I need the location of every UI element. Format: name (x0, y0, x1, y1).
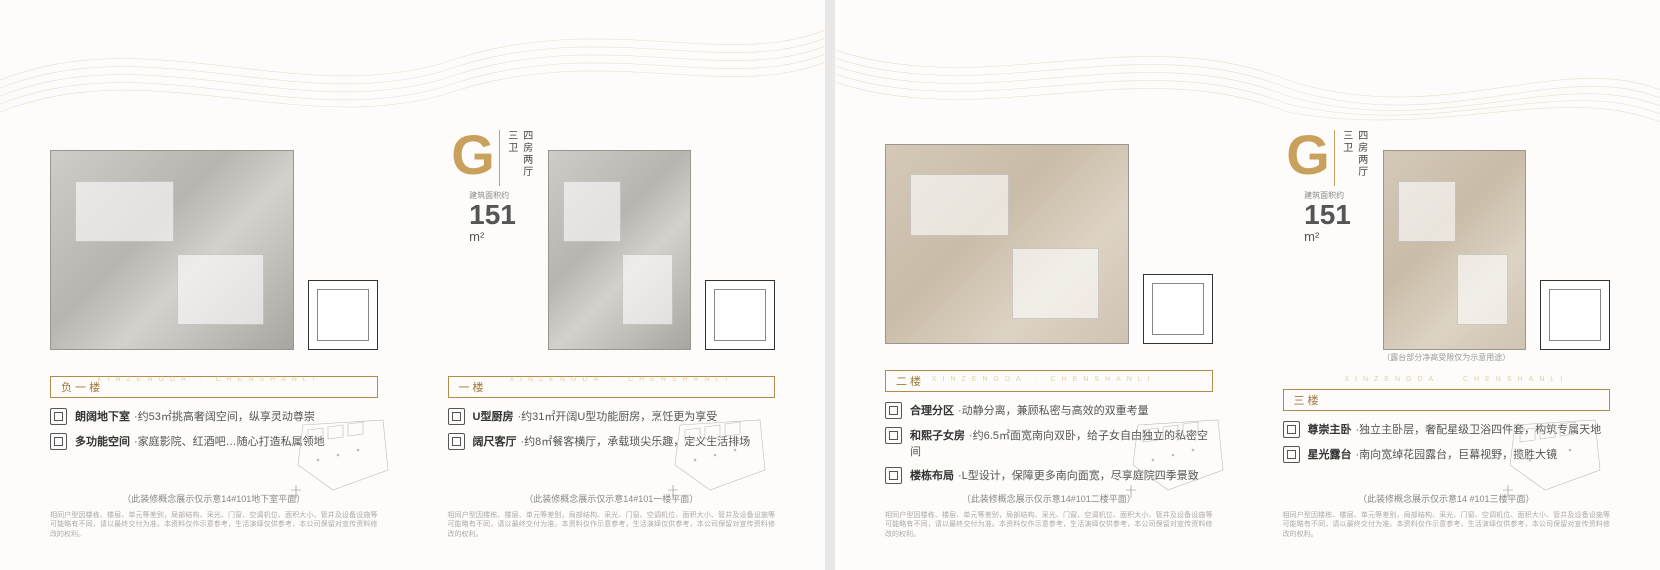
floorplan-mini (308, 280, 378, 350)
feature-icon (885, 427, 902, 444)
feature-icon (50, 433, 67, 450)
page-basement: XINZENGDA · CHENSHANLI 负 一 楼 朗阔地下室·约53㎡挑… (0, 0, 418, 570)
unit-layout: 四房两厅三卫 (1334, 130, 1369, 186)
unit-area: 建筑面积约 151 m² (1304, 190, 1351, 244)
feature-title: 和熙子女房 (910, 430, 965, 442)
unit-letter: G (1286, 130, 1328, 180)
feature-title: 多功能空间 (75, 436, 130, 448)
floorplan-area (548, 130, 776, 350)
feature-title: 朗阔地下室 (75, 411, 130, 423)
feature-desc: 动静分离，兼顾私密与高效的双重考量 (962, 405, 1149, 417)
floorplan-mini (705, 280, 775, 350)
feature-title: 尊崇主卧 (1308, 424, 1352, 436)
floorplan-main (50, 150, 294, 350)
disclaimer: 相同户型因楼栋、楼层、单元等差别，局部结构、采光、门窗、空调机位、面积大小、管井… (50, 511, 378, 540)
unit-letter: G (451, 130, 493, 180)
site-map (665, 410, 775, 500)
site-map (288, 410, 398, 500)
unit-badge: G 四房两厅三卫 建筑面积约 151 m² (1283, 130, 1373, 244)
brand-strip: XINZENGDA · CHENSHANLI (1253, 376, 1660, 383)
feature-title: 星光露台 (1308, 449, 1352, 461)
feature-icon (885, 402, 902, 419)
disclaimer: 相同户型因楼栋、楼层、单元等差别，局部结构、采光、门窗、空调机位、面积大小、管井… (1283, 511, 1611, 540)
brand-strip: XINZENGDA · CHENSHANLI (835, 376, 1253, 383)
floorplan-main (548, 150, 692, 350)
floor-tag: 三 楼 (1283, 389, 1611, 411)
floorplan-area (885, 130, 1213, 344)
brand-strip: XINZENGDA · CHENSHANLI (418, 376, 826, 383)
terrace-note: （露台部分净高受限仅为示意用途） (1283, 352, 1611, 363)
feature-title: 阔尺客厅 (473, 436, 517, 448)
floorplan-mini (1540, 280, 1610, 350)
floorplan-main (1383, 150, 1527, 350)
feature-title: 合理分区 (910, 405, 954, 417)
feature-icon (448, 408, 465, 425)
floorplan-area (50, 130, 378, 350)
feature-title: U型厨房 (473, 411, 514, 423)
feature-icon (448, 433, 465, 450)
disclaimer: 相同户型因楼栋、楼层、单元等差别，局部结构、采光、门窗、空调机位、面积大小、管井… (448, 511, 776, 540)
page-floor-3: G 四房两厅三卫 建筑面积约 151 m² （露台部分净高受限仅为示意用途） X… (1253, 0, 1660, 570)
disclaimer: 相同户型因楼栋、楼层、单元等差别，局部结构、采光、门窗、空调机位、面积大小、管井… (885, 511, 1213, 540)
feature-icon (1283, 421, 1300, 438)
unit-layout: 四房两厅三卫 (499, 130, 534, 186)
page-floor-2: XINZENGDA · CHENSHANLI 二 楼 合理分区·动静分离，兼顾私… (835, 0, 1253, 570)
unit-badge: G 四房两厅三卫 建筑面积约 151 m² (448, 130, 538, 244)
page-floor-1: G 四房两厅三卫 建筑面积约 151 m² XINZENGDA · CHENSH… (418, 0, 826, 570)
brand-strip: XINZENGDA · CHENSHANLI (0, 376, 418, 383)
feature-title: 楼栋布局 (910, 470, 954, 482)
feature-icon (50, 408, 67, 425)
floorplan-main (885, 144, 1129, 344)
feature-icon (1283, 446, 1300, 463)
floorplan-mini (1143, 274, 1213, 344)
floorplan-area (1383, 130, 1611, 350)
feature-icon (885, 467, 902, 484)
brochure-spread-1: XINZENGDA · CHENSHANLI 负 一 楼 朗阔地下室·约53㎡挑… (0, 0, 825, 570)
site-map (1123, 410, 1233, 500)
unit-area: 建筑面积约 151 m² (469, 190, 516, 244)
site-map (1500, 410, 1610, 500)
brochure-spread-2: XINZENGDA · CHENSHANLI 二 楼 合理分区·动静分离，兼顾私… (835, 0, 1660, 570)
